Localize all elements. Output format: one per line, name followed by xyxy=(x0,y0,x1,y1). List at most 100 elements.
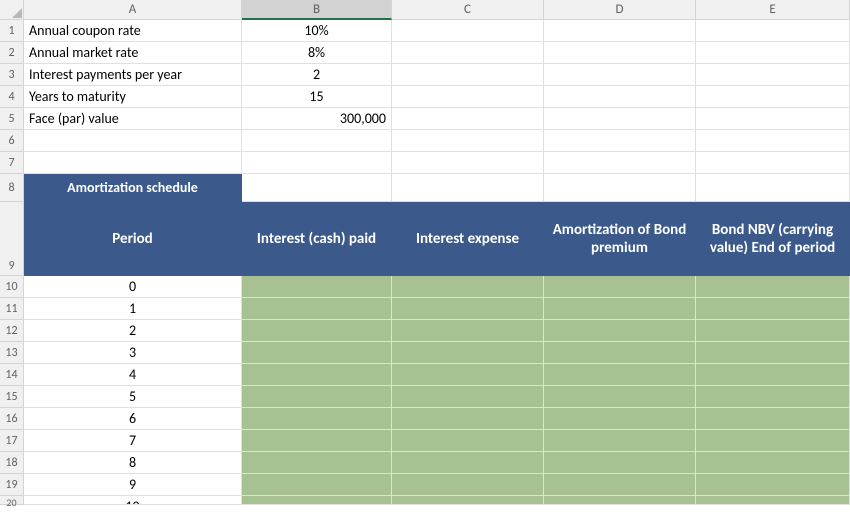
nbv-cell[interactable] xyxy=(696,496,850,505)
select-all-corner[interactable] xyxy=(0,0,24,20)
row-header[interactable]: 12 xyxy=(0,320,24,342)
amort-cell[interactable] xyxy=(544,364,696,386)
cell-D5[interactable] xyxy=(544,108,696,130)
cell-C3[interactable] xyxy=(392,64,544,86)
amort-cell[interactable] xyxy=(544,342,696,364)
cell-A5[interactable]: Face (par) value xyxy=(24,108,242,130)
cash-cell[interactable] xyxy=(242,474,392,496)
amort-cell[interactable] xyxy=(544,320,696,342)
col-header-C[interactable]: C xyxy=(392,0,544,20)
cell-D2[interactable] xyxy=(544,42,696,64)
period-cell[interactable]: 1 xyxy=(24,298,242,320)
cell-B4[interactable]: 15 xyxy=(242,86,392,108)
cell-E2[interactable] xyxy=(696,42,850,64)
cash-cell[interactable] xyxy=(242,364,392,386)
period-cell[interactable]: 7 xyxy=(24,430,242,452)
row-header[interactable]: 16 xyxy=(0,408,24,430)
expense-cell[interactable] xyxy=(392,320,544,342)
nbv-cell[interactable] xyxy=(696,452,850,474)
cell-D6[interactable] xyxy=(544,130,696,152)
row-header[interactable]: 6 xyxy=(0,130,24,152)
col-header-D[interactable]: D xyxy=(544,0,696,20)
cell-B6[interactable] xyxy=(242,130,392,152)
row-header[interactable]: 9 xyxy=(0,202,24,276)
nbv-cell[interactable] xyxy=(696,298,850,320)
row-header[interactable]: 7 xyxy=(0,152,24,174)
amort-cell[interactable] xyxy=(544,386,696,408)
cell-D8[interactable] xyxy=(544,174,696,202)
cell-A1[interactable]: Annual coupon rate xyxy=(24,20,242,42)
expense-cell[interactable] xyxy=(392,408,544,430)
expense-cell[interactable] xyxy=(392,496,544,505)
row-header[interactable]: 8 xyxy=(0,174,24,202)
cash-cell[interactable] xyxy=(242,342,392,364)
amort-cell[interactable] xyxy=(544,298,696,320)
cell-A3[interactable]: Interest payments per year xyxy=(24,64,242,86)
col-header-expense[interactable]: Interest expense xyxy=(392,202,544,276)
cash-cell[interactable] xyxy=(242,320,392,342)
cell-E1[interactable] xyxy=(696,20,850,42)
row-header[interactable]: 19 xyxy=(0,474,24,496)
expense-cell[interactable] xyxy=(392,364,544,386)
cell-A7[interactable] xyxy=(24,152,242,174)
row-header[interactable]: 4 xyxy=(0,86,24,108)
cash-cell[interactable] xyxy=(242,496,392,505)
nbv-cell[interactable] xyxy=(696,408,850,430)
expense-cell[interactable] xyxy=(392,430,544,452)
expense-cell[interactable] xyxy=(392,452,544,474)
cell-A4[interactable]: Years to maturity xyxy=(24,86,242,108)
period-cell[interactable]: 2 xyxy=(24,320,242,342)
cell-B2[interactable]: 8% xyxy=(242,42,392,64)
amortization-banner[interactable]: Amortization schedule xyxy=(24,174,242,202)
cell-D1[interactable] xyxy=(544,20,696,42)
amort-cell[interactable] xyxy=(544,474,696,496)
cell-C5[interactable] xyxy=(392,108,544,130)
period-cell[interactable]: 3 xyxy=(24,342,242,364)
row-header[interactable]: 1 xyxy=(0,20,24,42)
row-header[interactable]: 11 xyxy=(0,298,24,320)
period-cell[interactable]: 5 xyxy=(24,386,242,408)
col-header-amort[interactable]: Amortization of Bond premium xyxy=(544,202,696,276)
cell-D4[interactable] xyxy=(544,86,696,108)
period-cell[interactable]: 0 xyxy=(24,276,242,298)
cell-E3[interactable] xyxy=(696,64,850,86)
cash-cell[interactable] xyxy=(242,298,392,320)
cell-E7[interactable] xyxy=(696,152,850,174)
cell-C2[interactable] xyxy=(392,42,544,64)
period-cell[interactable]: 9 xyxy=(24,474,242,496)
row-header[interactable]: 15 xyxy=(0,386,24,408)
cell-E4[interactable] xyxy=(696,86,850,108)
amort-cell[interactable] xyxy=(544,276,696,298)
row-header[interactable]: 20 xyxy=(0,496,24,505)
col-header-period[interactable]: Period xyxy=(24,202,242,276)
amort-cell[interactable] xyxy=(544,452,696,474)
cash-cell[interactable] xyxy=(242,408,392,430)
cell-E5[interactable] xyxy=(696,108,850,130)
cell-E8[interactable] xyxy=(696,174,850,202)
cell-D7[interactable] xyxy=(544,152,696,174)
cell-A6[interactable] xyxy=(24,130,242,152)
row-header[interactable]: 5 xyxy=(0,108,24,130)
cell-B7[interactable] xyxy=(242,152,392,174)
nbv-cell[interactable] xyxy=(696,342,850,364)
row-header[interactable]: 10 xyxy=(0,276,24,298)
nbv-cell[interactable] xyxy=(696,386,850,408)
cell-B3[interactable]: 2 xyxy=(242,64,392,86)
cash-cell[interactable] xyxy=(242,386,392,408)
col-header-cash[interactable]: Interest (cash) paid xyxy=(242,202,392,276)
cell-C8[interactable] xyxy=(392,174,544,202)
cell-C1[interactable] xyxy=(392,20,544,42)
cell-C7[interactable] xyxy=(392,152,544,174)
nbv-cell[interactable] xyxy=(696,320,850,342)
cash-cell[interactable] xyxy=(242,276,392,298)
cash-cell[interactable] xyxy=(242,430,392,452)
cell-E6[interactable] xyxy=(696,130,850,152)
nbv-cell[interactable] xyxy=(696,430,850,452)
nbv-cell[interactable] xyxy=(696,364,850,386)
cell-B5[interactable]: 300,000 xyxy=(242,108,392,130)
row-header[interactable]: 14 xyxy=(0,364,24,386)
cell-B8[interactable] xyxy=(242,174,392,202)
col-header-A[interactable]: A xyxy=(24,0,242,20)
expense-cell[interactable] xyxy=(392,342,544,364)
nbv-cell[interactable] xyxy=(696,276,850,298)
